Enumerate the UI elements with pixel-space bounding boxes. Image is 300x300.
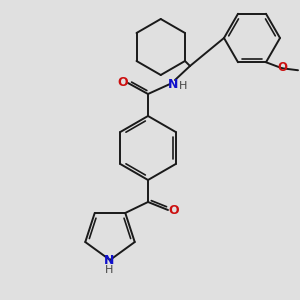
- Text: N: N: [104, 254, 114, 268]
- Text: O: O: [118, 76, 128, 89]
- Text: H: H: [105, 265, 113, 275]
- Text: O: O: [169, 205, 179, 218]
- Text: H: H: [179, 81, 187, 91]
- Text: O: O: [277, 61, 287, 74]
- Text: N: N: [168, 77, 178, 91]
